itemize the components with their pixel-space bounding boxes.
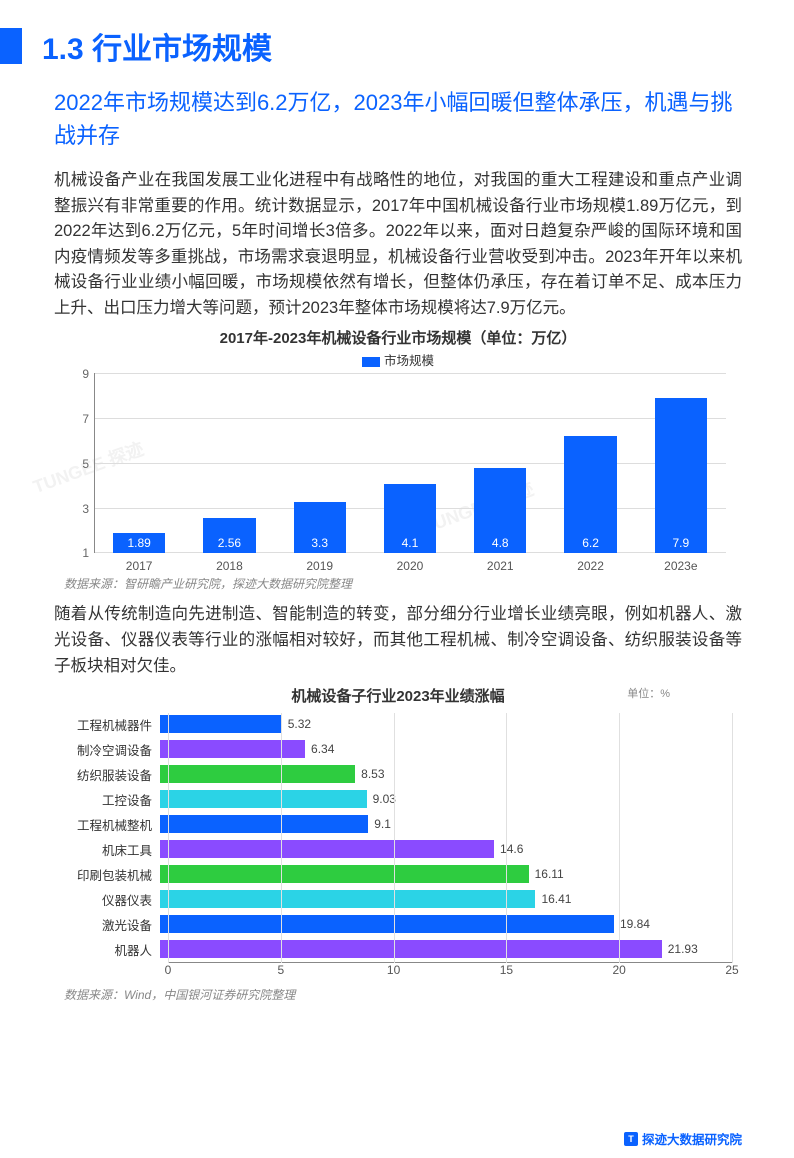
section-title: 1.3 行业市场规模 [42, 24, 272, 68]
chart2-category: 制冷空调设备 [64, 740, 160, 759]
chart2-category: 纺织服装设备 [64, 765, 160, 784]
chart2-bar: 9.1 [160, 815, 368, 833]
chart1-bar: 6.2 [564, 436, 616, 553]
chart2-bar: 6.34 [160, 740, 305, 758]
paragraph-2: 随着从传统制造向先进制造、智能制造的转变，部分细分行业增长业绩亮眼，例如机器人、… [54, 602, 742, 679]
chart2-bar-value: 9.1 [374, 817, 391, 831]
chart2-category: 仪器仪表 [64, 890, 160, 909]
chart1-xlabel: 2023e [636, 559, 726, 573]
chart2-category: 印刷包装机械 [64, 865, 160, 884]
paragraph-1: 机械设备产业在我国发展工业化进程中有战略性的地位，对我国的重大工程建设和重点产业… [54, 168, 742, 321]
section-header: 1.3 行业市场规模 [0, 24, 794, 68]
chart1-bar: 4.1 [384, 484, 436, 554]
chart2-title: 机械设备子行业2023年业绩涨幅 [291, 685, 504, 706]
chart2-category: 激光设备 [64, 915, 160, 934]
chart1-bar: 4.8 [474, 468, 526, 554]
chart1-bar: 1.89 [113, 533, 165, 553]
chart1-xlabel: 2017 [94, 559, 184, 573]
chart1-xlabel: 2022 [545, 559, 635, 573]
chart2-category: 工程机械整机 [64, 815, 160, 834]
chart1-source: 数据来源：智研瞻产业研究院，探迹大数据研究院整理 [64, 575, 742, 592]
chart1-bar-value: 7.9 [672, 536, 689, 550]
chart1-bar: 3.3 [294, 502, 346, 554]
chart1-bar-value: 4.8 [492, 536, 509, 550]
chart2-bar-value: 16.11 [535, 867, 564, 881]
chart2-category: 工控设备 [64, 790, 160, 809]
chart2-xtick: 25 [725, 963, 738, 977]
chart2: 机械设备子行业2023年业绩涨幅 单位：% 工程机械器件5.32制冷空调设备6.… [54, 685, 742, 984]
subtitle: 2022年市场规模达到6.2万亿，2023年小幅回暖但整体承压，机遇与挑战并存 [54, 86, 742, 152]
accent-block [0, 28, 22, 64]
chart2-bar-value: 5.32 [288, 717, 311, 731]
chart1-bar-value: 6.2 [582, 536, 599, 550]
chart2-xtick: 20 [613, 963, 626, 977]
chart1-ylabel: 1 [82, 546, 89, 560]
chart2-bar-value: 16.41 [541, 892, 571, 906]
chart1-bar: 2.56 [203, 518, 255, 553]
chart1-xlabel: 2018 [184, 559, 274, 573]
chart1-title: 2017年-2023年机械设备行业市场规模（单位：万亿） [54, 327, 742, 348]
chart2-bar-value: 8.53 [361, 767, 384, 781]
chart1-bar-value: 1.89 [127, 536, 150, 550]
chart2-bar: 21.93 [160, 940, 662, 958]
chart2-bar: 14.6 [160, 840, 494, 858]
chart2-source: 数据来源：Wind，中国银河证券研究院整理 [64, 986, 742, 1003]
chart2-bar-value: 9.03 [373, 792, 396, 806]
chart2-bar: 9.03 [160, 790, 367, 808]
chart2-bar-value: 21.93 [668, 942, 698, 956]
chart1-bar-value: 2.56 [218, 536, 241, 550]
footer-brand: T 探迹大数据研究院 [624, 1129, 742, 1148]
legend-swatch [362, 357, 380, 367]
chart2-xtick: 15 [500, 963, 513, 977]
chart1-bar-value: 4.1 [402, 536, 419, 550]
chart1-xlabel: 2020 [365, 559, 455, 573]
chart2-bar: 5.32 [160, 715, 282, 733]
chart1-ylabel: 5 [82, 457, 89, 471]
chart1-legend: 市场规模 [54, 350, 742, 369]
chart1-ylabel: 3 [82, 502, 89, 516]
chart2-bar-value: 6.34 [311, 742, 334, 756]
chart1-ylabel: 7 [82, 412, 89, 426]
chart2-bar: 19.84 [160, 915, 614, 933]
chart2-unit: 单位：% [627, 685, 670, 701]
chart2-bar: 16.11 [160, 865, 529, 883]
chart1-bar: 7.9 [655, 398, 707, 553]
chart1-xlabel: 2019 [275, 559, 365, 573]
chart2-xtick: 0 [165, 963, 172, 977]
chart2-xtick: 5 [277, 963, 284, 977]
chart2-category: 机器人 [64, 940, 160, 959]
chart2-bar: 16.41 [160, 890, 535, 908]
chart2-bar-value: 14.6 [500, 842, 523, 856]
chart1-bar-value: 3.3 [311, 536, 328, 550]
chart2-xtick: 10 [387, 963, 400, 977]
chart2-category: 机床工具 [64, 840, 160, 859]
chart1-ylabel: 9 [82, 367, 89, 381]
chart1: 13579 1.892.563.34.14.86.27.9 2017201820… [64, 373, 732, 573]
chart2-bar-value: 19.84 [620, 917, 650, 931]
chart2-bar: 8.53 [160, 765, 355, 783]
chart2-category: 工程机械器件 [64, 715, 160, 734]
chart1-xlabel: 2021 [455, 559, 545, 573]
